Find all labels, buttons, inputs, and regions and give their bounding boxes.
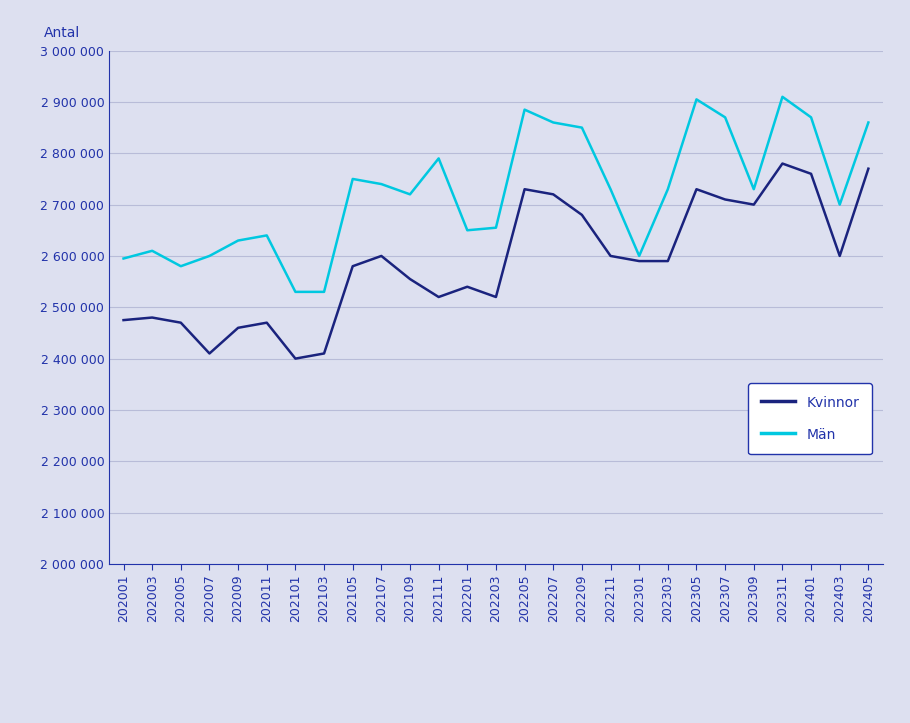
Kvinnor [691,185,702,194]
Män [204,252,215,260]
Kvinnor [576,210,587,219]
Kvinnor [777,159,788,168]
Män [490,223,501,232]
Kvinnor [204,349,215,358]
Män [433,154,444,163]
Kvinnor [261,318,272,327]
Män [290,288,301,296]
Kvinnor [548,190,559,199]
Män [376,180,387,189]
Män [233,236,244,245]
Kvinnor [118,316,129,325]
Kvinnor [720,195,731,204]
Kvinnor [633,257,644,265]
Kvinnor [605,252,616,260]
Line: Män: Män [124,97,868,292]
Kvinnor [805,169,816,178]
Män [519,106,530,114]
Kvinnor [863,164,874,173]
Kvinnor [233,323,244,332]
Kvinnor [433,293,444,301]
Män [805,113,816,121]
Kvinnor [290,354,301,363]
Män [147,247,157,255]
Män [348,175,359,184]
Män [405,190,416,199]
Män [834,200,845,209]
Kvinnor [318,349,329,358]
Kvinnor [147,313,157,322]
Kvinnor [834,252,845,260]
Kvinnor [490,293,501,301]
Män [318,288,329,296]
Kvinnor [376,252,387,260]
Män [605,185,616,194]
Män [261,231,272,240]
Kvinnor [662,257,673,265]
Kvinnor [748,200,759,209]
Män [548,118,559,127]
Män [576,124,587,132]
Legend: Kvinnor, Män: Kvinnor, Män [748,383,872,454]
Kvinnor [462,283,473,291]
Män [691,95,702,103]
Kvinnor [405,275,416,283]
Kvinnor [348,262,359,270]
Män [863,118,874,127]
Män [176,262,187,270]
Män [118,254,129,263]
Män [633,252,644,260]
Kvinnor [519,185,530,194]
Män [462,226,473,235]
Text: Antal: Antal [44,26,80,40]
Män [720,113,731,121]
Män [748,185,759,194]
Line: Kvinnor: Kvinnor [124,163,868,359]
Kvinnor [176,318,187,327]
Män [777,93,788,101]
Män [662,185,673,194]
